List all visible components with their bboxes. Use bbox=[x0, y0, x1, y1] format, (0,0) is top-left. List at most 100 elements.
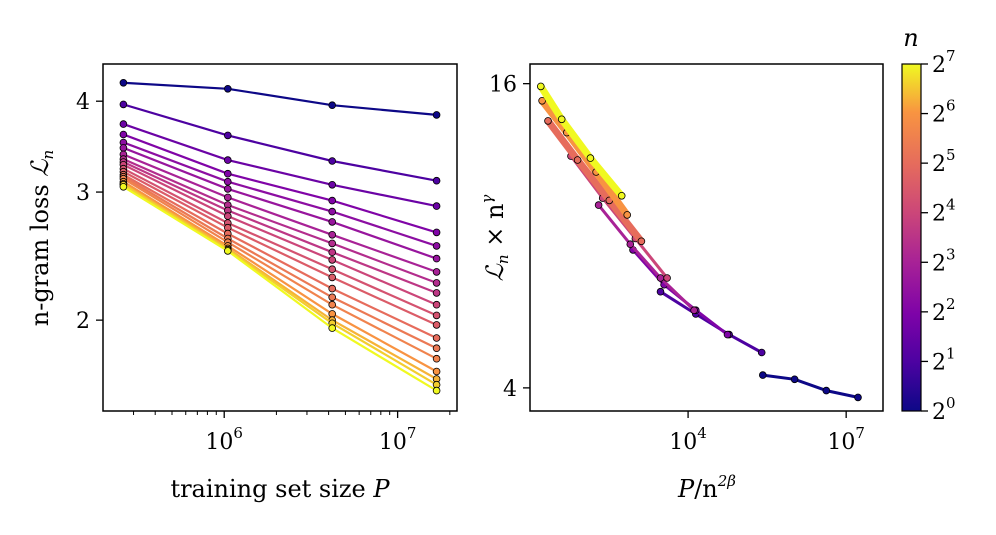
left-series-line-n3 bbox=[123, 123, 437, 208]
right-y-ticks: 16 4 bbox=[489, 73, 530, 402]
left-series-line-n32 bbox=[122, 173, 438, 339]
right-y-tick-label: 16 bbox=[489, 73, 517, 98]
right-point-n1-2 bbox=[822, 386, 831, 395]
left-point-n24-2 bbox=[328, 273, 337, 282]
right-series-line-n8 bbox=[597, 203, 696, 312]
right-y-axis-label: ℒn × nγ bbox=[478, 195, 512, 282]
right-axes-frame bbox=[529, 63, 884, 412]
left-point-n12-2 bbox=[328, 248, 337, 257]
left-point-n10-3 bbox=[432, 279, 441, 287]
right-point-n128-1 bbox=[557, 115, 566, 124]
left-series-line-n20 bbox=[122, 167, 438, 317]
left-series-line-n10 bbox=[122, 158, 437, 284]
right-series-line-n32 bbox=[544, 117, 645, 245]
right-point-n8-3 bbox=[690, 306, 698, 315]
right-x-tick-label: 104 bbox=[669, 424, 707, 455]
colorbar-tick-label: 27 bbox=[932, 47, 956, 78]
left-point-n3-3 bbox=[432, 202, 441, 210]
left-point-n24-3 bbox=[432, 321, 441, 329]
left-y-tick-label: 3 bbox=[76, 181, 90, 206]
left-x-tick-label: 106 bbox=[205, 424, 243, 455]
left-point-n64-3 bbox=[432, 367, 441, 376]
left-point-n32-3 bbox=[432, 334, 441, 342]
right-series-line-n128 bbox=[537, 82, 626, 200]
left-point-n16-2 bbox=[328, 256, 337, 264]
left-y-ticks: 2 3 4 bbox=[76, 90, 103, 334]
left-point-n128-3 bbox=[432, 386, 441, 395]
left-point-n40-2 bbox=[328, 293, 337, 302]
left-x-ticks: 106 107 bbox=[205, 411, 416, 455]
right-point-n128-2 bbox=[586, 154, 595, 162]
colorbar-tick-label: 24 bbox=[932, 196, 956, 227]
right-point-n32-3 bbox=[637, 237, 646, 246]
colorbar-tick-label: 26 bbox=[932, 97, 956, 128]
left-point-n4-3 bbox=[432, 228, 441, 237]
left-point-n20-2 bbox=[328, 265, 337, 274]
left-series-group bbox=[119, 79, 441, 395]
left-point-n5-1 bbox=[224, 177, 232, 186]
left-point-n3-2 bbox=[328, 181, 337, 189]
left-point-n128-0 bbox=[119, 183, 128, 191]
right-x-axis-label: P/n2β bbox=[677, 472, 736, 503]
colorbar-tick-label: 21 bbox=[932, 344, 956, 375]
left-series-line-n128 bbox=[122, 185, 438, 392]
left-point-n1-2 bbox=[328, 101, 337, 109]
left-point-n48-2 bbox=[328, 300, 337, 309]
left-series-line-n16 bbox=[122, 163, 438, 306]
right-point-n1-0 bbox=[758, 371, 767, 379]
left-minor-ticks bbox=[133, 411, 451, 415]
right-series-line-n64 bbox=[538, 97, 631, 219]
left-point-n128-2 bbox=[328, 324, 337, 332]
colorbar-frame bbox=[901, 63, 922, 412]
left-point-n6-2 bbox=[328, 218, 337, 226]
left-series-line-n1 bbox=[123, 81, 437, 116]
right-point-n2-3 bbox=[757, 348, 766, 357]
left-point-n4-2 bbox=[328, 196, 337, 205]
left-y-tick-label: 4 bbox=[76, 90, 90, 115]
right-point-n64-3 bbox=[623, 211, 631, 219]
colorbar-tick-label: 23 bbox=[932, 245, 956, 276]
right-point-n2-0 bbox=[656, 287, 665, 296]
left-point-n10-2 bbox=[328, 239, 337, 248]
colorbar-tick-label: 20 bbox=[932, 394, 956, 425]
right-point-n128-3 bbox=[617, 192, 626, 200]
right-series-group bbox=[536, 82, 862, 402]
left-series-line-n2 bbox=[123, 103, 437, 182]
right-point-n16-3 bbox=[663, 274, 671, 282]
left-y-tick-label: 2 bbox=[76, 309, 90, 334]
left-point-n48-3 bbox=[432, 354, 441, 363]
left-series-line-n5 bbox=[123, 141, 437, 247]
right-point-n8-0 bbox=[594, 201, 603, 209]
left-series-line-n24 bbox=[122, 170, 438, 326]
colorbar-gradient bbox=[902, 64, 921, 411]
right-point-n64-0 bbox=[538, 97, 546, 105]
left-point-n64-2 bbox=[328, 310, 337, 318]
colorbar: 20 21 22 23 24 25 26 27 n bbox=[901, 24, 956, 425]
left-series-line-n12 bbox=[122, 161, 437, 294]
left-point-n2-2 bbox=[328, 157, 337, 165]
left-panel: 106 107 2 3 4 training set size P n-gram lo… bbox=[26, 63, 458, 503]
right-point-n4-3 bbox=[723, 330, 732, 339]
left-y-axis-label: n-gram loss ℒn bbox=[26, 150, 57, 326]
left-series-line-n64 bbox=[122, 180, 438, 373]
right-point-n8-2 bbox=[656, 274, 665, 282]
left-series-line-n8 bbox=[122, 153, 437, 273]
colorbar-title: n bbox=[903, 24, 918, 52]
left-axes-frame bbox=[102, 63, 458, 412]
left-series-line-n6 bbox=[122, 146, 437, 260]
left-point-n8-2 bbox=[328, 231, 337, 239]
left-point-n128-1 bbox=[224, 247, 232, 255]
left-point-n2-1 bbox=[224, 131, 232, 140]
colorbar-tick-label: 22 bbox=[932, 295, 956, 326]
left-point-n1-0 bbox=[119, 79, 128, 87]
left-x-tick-label: 107 bbox=[379, 424, 417, 455]
left-point-n12-3 bbox=[432, 289, 441, 297]
right-x-ticks: 104 107 bbox=[669, 411, 865, 455]
left-series-line-n40 bbox=[122, 175, 438, 350]
left-point-n32-2 bbox=[328, 284, 337, 293]
left-point-n6-0 bbox=[119, 144, 128, 152]
left-point-n16-3 bbox=[432, 300, 441, 309]
left-point-n6-1 bbox=[224, 185, 232, 193]
left-point-n3-1 bbox=[224, 156, 232, 164]
left-point-n1-1 bbox=[224, 85, 232, 93]
